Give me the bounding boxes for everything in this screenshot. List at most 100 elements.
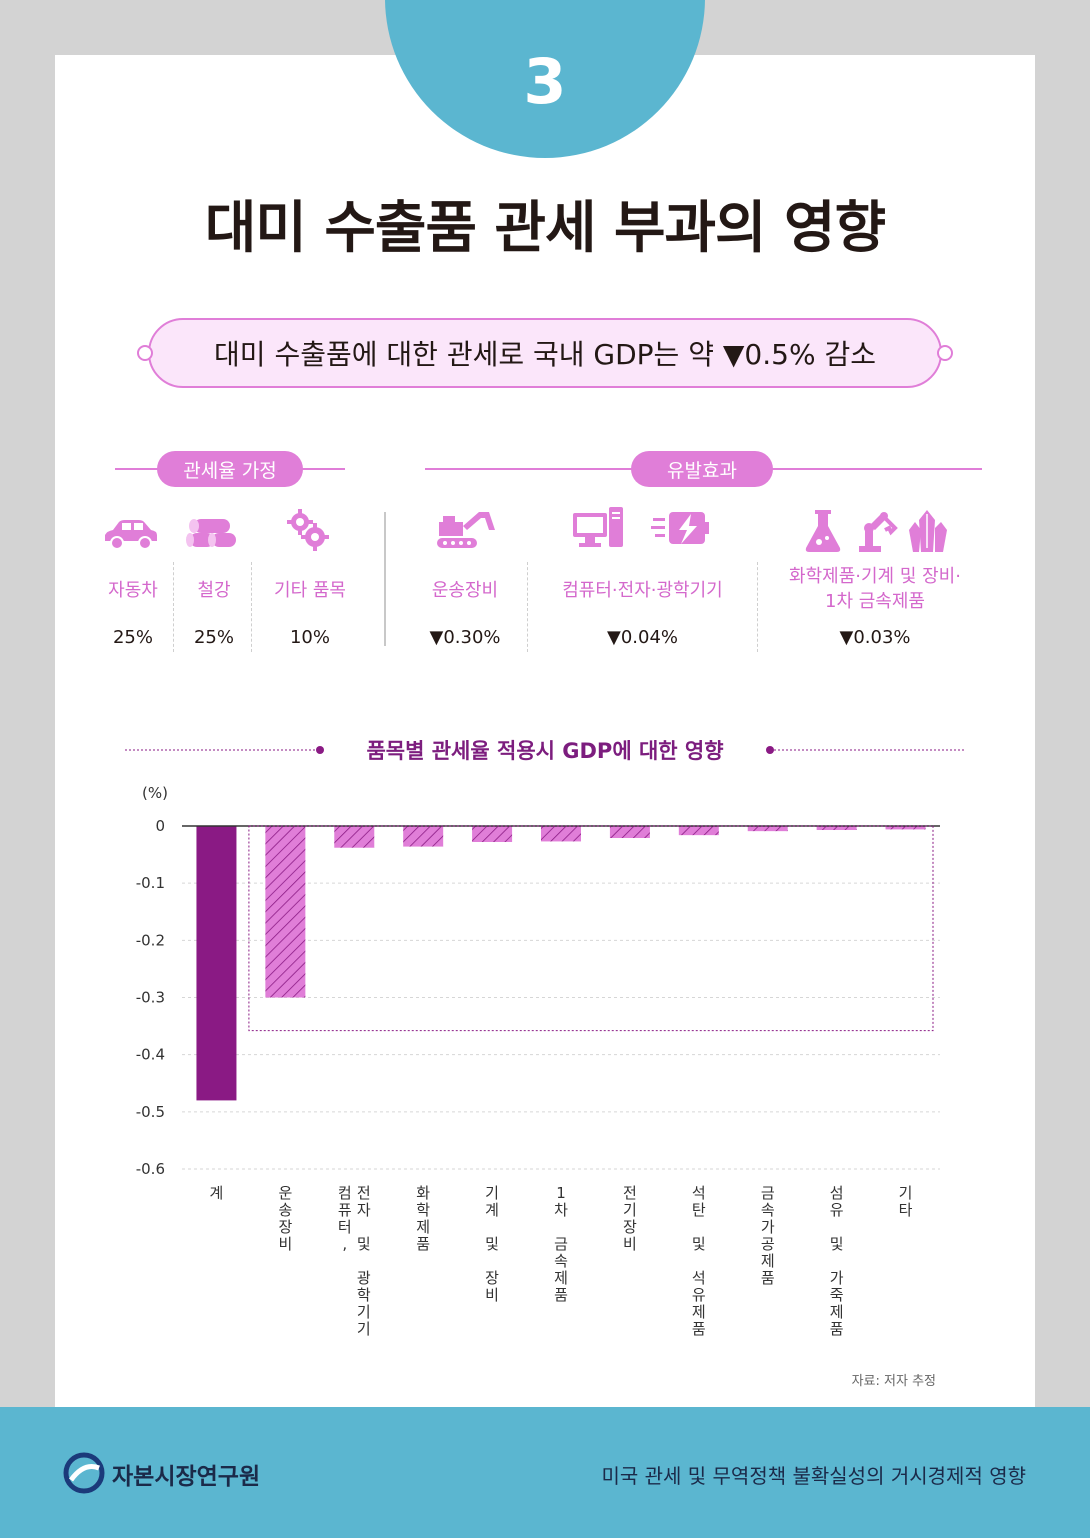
bar-item	[334, 826, 375, 848]
x-category-label: 기	[899, 1184, 913, 1202]
bar-item	[541, 826, 581, 842]
x-category-label: 및	[830, 1235, 844, 1253]
bar-item	[265, 826, 306, 998]
x-category-label: 비	[278, 1235, 292, 1253]
x-category-label: 기	[357, 1320, 371, 1338]
x-category-label: 및	[692, 1235, 706, 1253]
divider	[757, 562, 758, 652]
tariff-value-steel: 25%	[193, 627, 234, 648]
x-category-label: 가	[761, 1218, 775, 1236]
steel-pipes-icon	[186, 519, 236, 547]
x-category-label: 운	[278, 1184, 292, 1202]
x-category-label: 컴	[338, 1184, 352, 1202]
x-category-label: 기	[623, 1201, 637, 1219]
tariff-assumption-heading: 관세율 가정	[183, 459, 277, 482]
x-category-label: 계	[485, 1201, 499, 1219]
tariff-assumption-pill: 관세율 가정	[157, 451, 303, 487]
x-category-label: 장	[278, 1218, 292, 1236]
x-category-label: 속	[761, 1201, 775, 1219]
spillover-value-transport: ▼0.30%	[429, 627, 501, 648]
spillover-value-electronics: ▼0.04%	[606, 627, 679, 648]
x-category-label: 가	[830, 1269, 844, 1287]
tariff-value-other: 10%	[289, 627, 330, 648]
x-category-label: 전	[357, 1184, 371, 1202]
x-category-label: 장	[485, 1269, 499, 1287]
y-tick-label: -0.5	[136, 1103, 165, 1121]
x-category-label: 1	[556, 1184, 566, 1202]
gears-icon	[287, 509, 329, 551]
x-category-label: 제	[554, 1269, 568, 1287]
banner-left-dot	[137, 345, 153, 361]
divider	[527, 562, 528, 652]
banner-right-dot	[937, 345, 953, 361]
computer-icon	[573, 507, 623, 547]
flask-icon	[805, 510, 841, 552]
x-category-label: 계	[210, 1184, 224, 1202]
x-category-label: 품	[830, 1320, 844, 1338]
x-category-label: 석	[692, 1184, 706, 1202]
page-title: 대미 수출품 관세 부과의 영향	[204, 196, 886, 261]
car-icon	[105, 520, 157, 550]
x-category-label: 유	[830, 1201, 844, 1219]
x-category-label: 죽	[830, 1286, 844, 1304]
x-category-label: 송	[278, 1201, 292, 1219]
x-category-label: 속	[554, 1252, 568, 1270]
y-tick-label: -0.4	[136, 1046, 165, 1064]
summary-text: 대미 수출품에 대한 관세로 국내 GDP는 약 ▼0.5% 감소	[214, 338, 876, 371]
source-note: 자료: 저자 추정	[851, 1374, 936, 1389]
x-category-label: 터	[338, 1218, 352, 1236]
x-category-label: 전	[623, 1184, 637, 1202]
x-category-label: ,	[342, 1235, 347, 1253]
x-category-label: 차	[554, 1201, 568, 1219]
section-divider	[384, 512, 386, 646]
x-category-label: 학	[416, 1201, 430, 1219]
robot-arm-icon	[859, 512, 898, 552]
x-category-label: 비	[485, 1286, 499, 1304]
x-category-label: 품	[554, 1286, 568, 1304]
content-card	[55, 55, 1035, 1415]
battery-bolt-icon	[651, 512, 709, 544]
x-category-label: 화	[416, 1184, 430, 1202]
x-category-label: 제	[692, 1303, 706, 1321]
bar-item	[816, 826, 857, 831]
tariff-value-car: 25%	[112, 627, 153, 648]
org-name: 자본시장연구원	[112, 1464, 261, 1490]
chart-title-decoration	[125, 746, 965, 754]
excavator-icon	[437, 512, 495, 548]
report-title: 미국 관세 및 무역정책 불확실성의 거시경제적 영향	[601, 1464, 1026, 1488]
bar-total	[196, 826, 237, 1101]
bar-item	[885, 826, 926, 830]
tariff-label-other: 기타 품목	[274, 580, 346, 601]
x-category-label: 품	[761, 1269, 775, 1287]
spillover-label-chemicals-line1: 화학제품·기계 및 장비·	[789, 566, 961, 587]
divider	[173, 562, 174, 652]
x-category-label: 및	[485, 1235, 499, 1253]
x-category-label: 타	[899, 1201, 913, 1219]
spillover-label-chemicals-line2: 1차 금속제품	[825, 591, 925, 612]
divider	[251, 562, 252, 652]
x-category-label: 석	[692, 1269, 706, 1287]
x-category-label: 학	[357, 1286, 371, 1304]
x-category-label: 기	[485, 1184, 499, 1202]
y-tick-label: -0.3	[136, 989, 165, 1007]
x-category-label: 제	[416, 1218, 430, 1236]
x-category-label: 퓨	[338, 1201, 352, 1219]
y-axis-label: (%)	[142, 784, 168, 802]
x-category-label: 품	[416, 1235, 430, 1253]
spillover-pill: 유발효과	[631, 451, 773, 487]
bar-item	[678, 826, 719, 836]
spillover-label-chemicals: 화학제품·기계 및 장비· 1차 금속제품	[760, 564, 990, 614]
y-tick-label: -0.1	[136, 874, 165, 892]
tariff-label-car: 자동차	[108, 580, 158, 601]
y-tick-label: 0	[155, 817, 165, 835]
spillover-label-electronics: 컴퓨터·전자·광학기기	[562, 580, 723, 601]
summary-banner: 대미 수출품에 대한 관세로 국내 GDP는 약 ▼0.5% 감소	[148, 318, 942, 388]
spillover-value-chemicals: ▼0.03%	[839, 627, 911, 648]
x-category-label: 비	[623, 1235, 637, 1253]
bar-item	[472, 826, 513, 843]
spillover-label-transport: 운송장비	[431, 580, 499, 601]
page-number: 3	[523, 45, 567, 118]
x-category-label: 기	[357, 1303, 371, 1321]
crystal-icon	[909, 510, 947, 552]
